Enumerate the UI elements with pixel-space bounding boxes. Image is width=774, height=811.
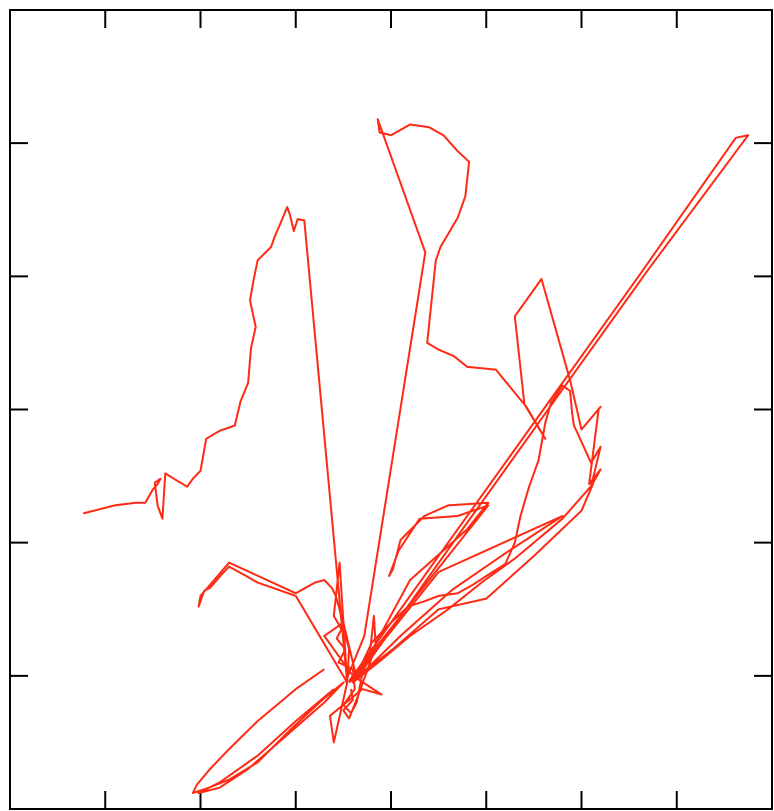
track-line-5 <box>348 483 594 684</box>
track-line-4 <box>344 118 602 683</box>
track-line-1 <box>83 206 349 683</box>
track-line-6 <box>348 134 750 682</box>
plot-frame <box>9 9 773 810</box>
series-group <box>83 118 750 794</box>
track-line-2 <box>332 561 377 720</box>
track-line-7 <box>197 561 383 744</box>
axis-ticks <box>10 10 772 809</box>
track-line-3 <box>191 668 345 794</box>
